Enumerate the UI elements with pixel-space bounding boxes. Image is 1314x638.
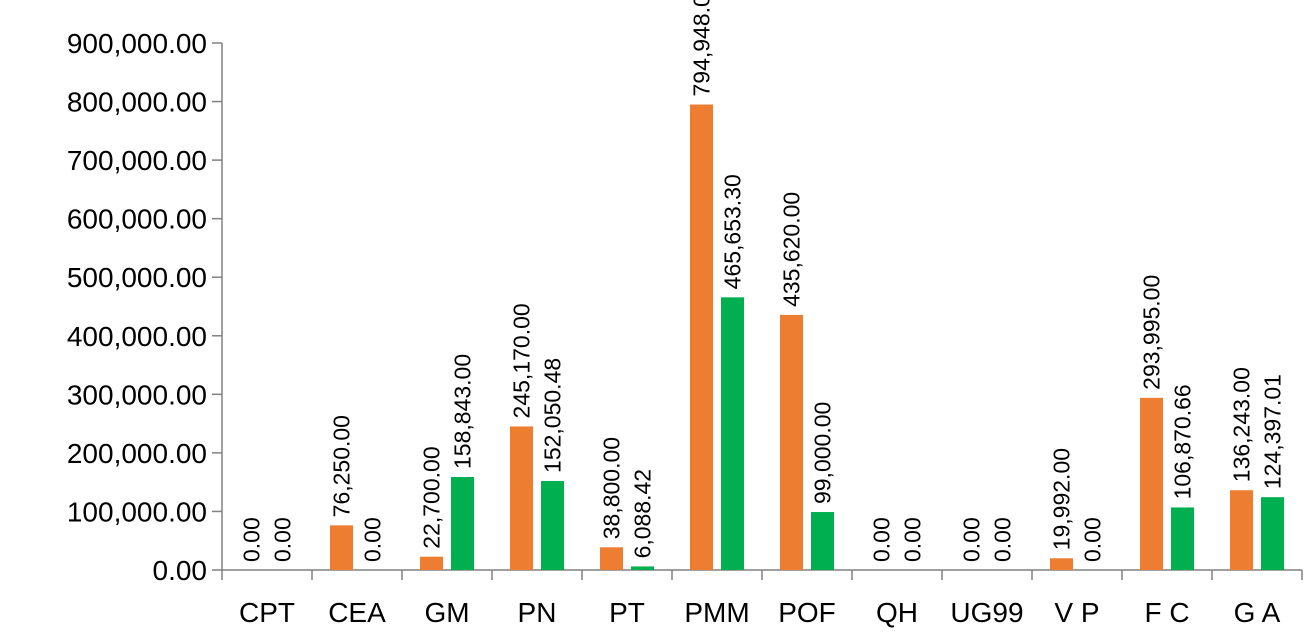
- bar-series-2: [451, 476, 474, 570]
- bar-series-2: [1171, 507, 1194, 570]
- bar-series-1: [600, 547, 623, 570]
- x-category-label: GM: [424, 597, 469, 628]
- data-label-series-1: 435,620.00: [779, 192, 805, 307]
- x-category-label: PT: [609, 597, 645, 628]
- data-label-series-1: 794,948.00: [689, 0, 715, 97]
- bar-series-1: [510, 426, 533, 570]
- x-category-label: G A: [1234, 597, 1281, 628]
- data-label-series-2: 152,050.48: [540, 358, 566, 473]
- data-label-series-1: 19,992.00: [1049, 448, 1075, 550]
- data-label-series-1: 0.00: [239, 517, 265, 562]
- bar-series-1: [1140, 397, 1163, 570]
- data-label-series-1: 22,700.00: [419, 446, 445, 548]
- y-tick-label: 500,000.00: [67, 262, 207, 293]
- data-label-series-1: 136,243.00: [1229, 367, 1255, 482]
- data-label-series-1: 0.00: [959, 517, 985, 562]
- y-tick-label: 100,000.00: [67, 496, 207, 527]
- x-category-label: QH: [876, 597, 918, 628]
- data-label-series-1: 245,170.00: [509, 303, 535, 418]
- data-label-series-1: 38,800.00: [599, 437, 625, 539]
- data-label-series-2: 158,843.00: [450, 354, 476, 469]
- x-axis: CPT CEA GM PN PT PMM POF QH UG99 V P F C G A: [221, 569, 1303, 628]
- bar-series-2: [811, 512, 834, 570]
- data-label-series-2: 465,653.30: [720, 174, 746, 289]
- y-axis: 0.00 100,000.00 200,000.00 300,000.00 400,00…: [67, 28, 223, 586]
- data-label-series-2: 0.00: [360, 517, 386, 562]
- bar-series-1: [420, 556, 443, 570]
- data-label-series-2: 0.00: [900, 517, 926, 562]
- data-label-series-2: 0.00: [990, 517, 1016, 562]
- y-tick-label: 400,000.00: [67, 321, 207, 352]
- data-label-series-1: 0.00: [869, 517, 895, 562]
- bar-series-1: [780, 314, 803, 570]
- x-category-label: V P: [1054, 597, 1099, 628]
- y-tick-label: 700,000.00: [67, 145, 207, 176]
- y-tick-label: 900,000.00: [67, 28, 207, 59]
- y-tick-label: 200,000.00: [67, 438, 207, 469]
- y-tick-label: 800,000.00: [67, 87, 207, 118]
- x-category-label: CEA: [328, 597, 386, 628]
- x-category-label: PMM: [684, 597, 749, 628]
- y-tick-label: 0.00: [153, 555, 208, 586]
- bar-series-1: [690, 104, 713, 570]
- data-label-series-2: 0.00: [270, 517, 296, 562]
- bar-series-2: [1261, 497, 1284, 570]
- y-tick-label: 300,000.00: [67, 379, 207, 410]
- data-label-series-1: 76,250.00: [329, 415, 355, 517]
- bar-series-2: [721, 297, 744, 570]
- data-label-series-2: 106,870.66: [1170, 384, 1196, 499]
- x-category-label: CPT: [239, 597, 295, 628]
- bar-series-2: [541, 480, 564, 570]
- data-label-series-2: 124,397.01: [1260, 374, 1286, 489]
- x-category-label: POF: [778, 597, 836, 628]
- x-category-label: F C: [1144, 597, 1189, 628]
- bar-series-2: [631, 566, 654, 570]
- bar-series-1: [1050, 558, 1073, 570]
- bar-series-1: [330, 525, 353, 570]
- y-tick-label: 600,000.00: [67, 204, 207, 235]
- data-label-series-2: 99,000.00: [810, 402, 836, 504]
- x-category-label: PN: [518, 597, 557, 628]
- bars: [330, 104, 1284, 570]
- x-category-label: UG99: [950, 597, 1023, 628]
- bar-series-1: [1230, 490, 1253, 570]
- data-label-series-1: 293,995.00: [1139, 275, 1165, 390]
- data-label-series-2: 6,088.42: [630, 469, 656, 559]
- data-label-series-2: 0.00: [1080, 517, 1106, 562]
